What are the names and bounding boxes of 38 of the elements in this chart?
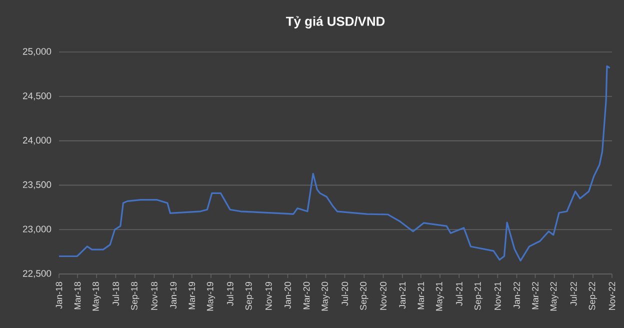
x-tick-label: Sep-20 <box>360 282 368 310</box>
x-tick-label: Jan-20 <box>284 282 291 309</box>
x-tick-label: Jul-20 <box>341 282 348 306</box>
x-tick-label: Mar-21 <box>418 282 424 310</box>
x-tick-label: Jul-22 <box>570 282 577 306</box>
x-tick-label: May-18 <box>92 282 101 311</box>
y-tick-label: 23,000 <box>23 226 52 234</box>
x-tick-label: Mar-22 <box>532 282 538 310</box>
x-tick-label: Mar-20 <box>303 282 310 310</box>
x-tick-label: Nov-21 <box>494 282 501 310</box>
x-tick-label: Jan-22 <box>514 282 520 309</box>
y-tick-label: 24,500 <box>23 92 52 100</box>
x-tick-label: Sep-18 <box>131 282 140 310</box>
x-tick-label: Mar-18 <box>74 282 81 310</box>
x-tick-label: Jul-18 <box>112 282 120 306</box>
x-tick-label: Sep-21 <box>474 282 483 310</box>
x-tick-label: Jan-19 <box>170 282 177 309</box>
x-tick-label: Jul-21 <box>456 282 462 306</box>
x-tick-label: Nov-19 <box>265 282 272 310</box>
x-tick-label: May-22 <box>550 282 558 311</box>
x-tick-label: Mar-19 <box>188 282 196 310</box>
line-series <box>59 65 611 262</box>
y-tick-label: 24,000 <box>23 136 52 145</box>
x-tick-label: May-19 <box>206 282 216 311</box>
x-tick-label: May-20 <box>322 282 330 311</box>
x-tick-label: Nov-22 <box>608 282 616 310</box>
x-tick-label: Nov-18 <box>151 282 158 310</box>
y-tick-label: 23,500 <box>23 181 52 190</box>
x-tick-label: Jan-18 <box>56 282 62 309</box>
x-tick-label: May-21 <box>436 282 444 311</box>
x-tick-label: Jan-21 <box>399 282 406 309</box>
x-tick-label: Jul-19 <box>226 282 234 306</box>
y-tick-label: 22,500 <box>23 270 52 278</box>
x-tick-label: Nov-20 <box>380 282 386 310</box>
x-tick-label: Sep-22 <box>588 282 597 310</box>
y-tick-label: 25,000 <box>23 48 52 56</box>
x-tick-label: Sep-19 <box>245 282 254 310</box>
chart-title: Tỷ giá USD/VND <box>286 16 385 29</box>
